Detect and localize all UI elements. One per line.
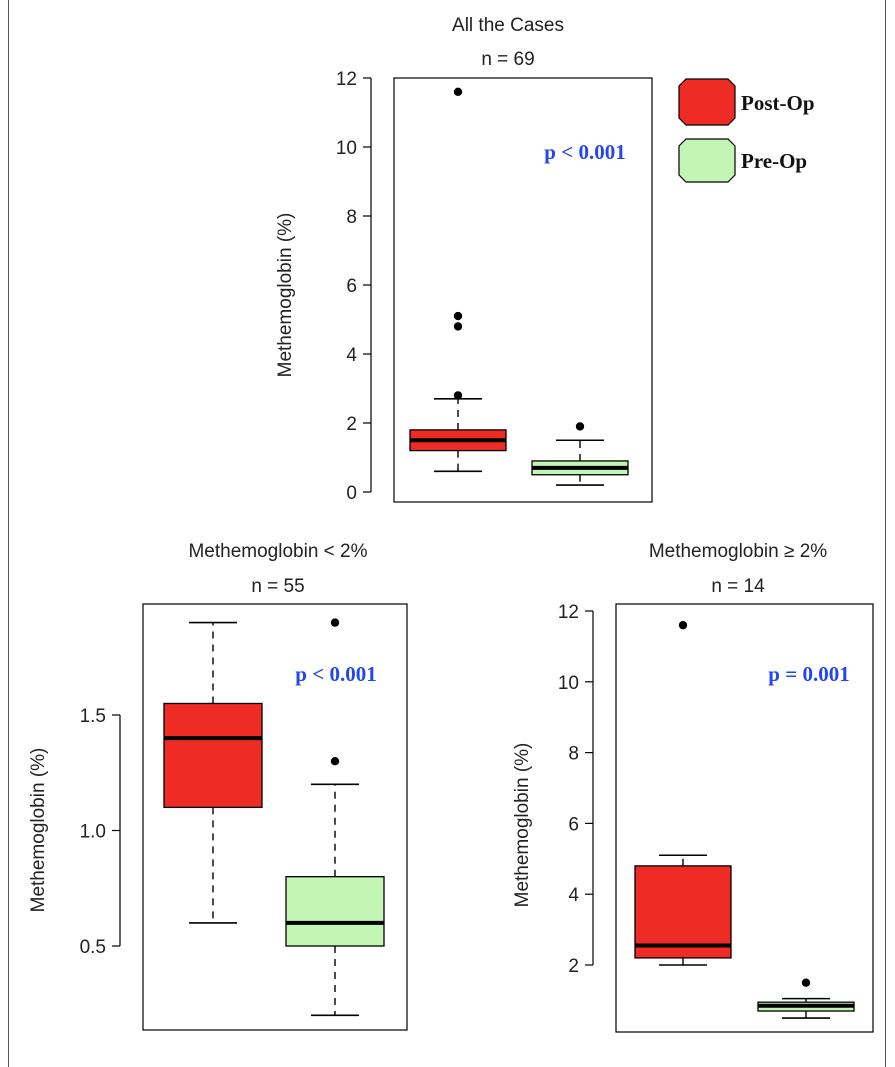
boxplot-post-op	[634, 620, 732, 966]
chart-subtitle: n = 69	[481, 49, 534, 70]
legend-label-post-op: Post-Op	[741, 91, 815, 115]
chart-title: Methemoglobin ≥ 2%	[649, 541, 827, 562]
p-value-annotation: p = 0.001	[768, 662, 849, 686]
y-axis-ticks: 0.5 1.0 1.5	[80, 706, 121, 958]
outlier-point	[453, 87, 463, 97]
boxplots	[409, 87, 629, 486]
y-axis-ticks: 0 2 4 6 8 10 12	[336, 69, 372, 504]
legend: Post-Op Pre-Op	[678, 78, 815, 183]
y-tick-label: 8	[568, 744, 579, 765]
y-tick-label: 0	[346, 483, 357, 504]
outlier-point	[330, 757, 340, 766]
outlier-point	[330, 618, 340, 627]
y-tick-label: 1.5	[80, 706, 106, 727]
y-tick-label: 4	[346, 345, 357, 366]
legend-swatch-post-op	[678, 78, 736, 126]
y-tick-label: 10	[558, 673, 579, 694]
boxplot-pre-op	[531, 422, 629, 486]
y-tick-label: 4	[568, 885, 579, 906]
y-axis-label: Methemoglobin (%)	[275, 213, 296, 378]
y-tick-label: 12	[558, 602, 579, 623]
iqr-box	[163, 702, 263, 809]
y-axis-label: Methemoglobin (%)	[28, 748, 49, 913]
iqr-box	[634, 865, 732, 959]
chart-title: Methemoglobin < 2%	[188, 541, 367, 562]
boxplot-pre-op	[285, 618, 385, 1017]
figure-frame	[8, 0, 886, 1067]
outlier-point	[678, 620, 688, 630]
y-tick-label: 12	[336, 69, 357, 90]
chart-title: All the Cases	[452, 15, 564, 36]
y-axis-ticks: 2 4 6 8 10 12	[558, 602, 594, 977]
boxplot-post-op	[163, 621, 263, 924]
plot-area-border	[142, 603, 408, 1031]
y-tick-label: 1.0	[80, 822, 106, 843]
y-tick-label: 10	[336, 138, 357, 159]
y-tick-label: 6	[346, 276, 357, 297]
panel-below-2-percent: Methemoglobin < 2% n = 55 Methemoglobin …	[28, 541, 408, 1031]
outlier-point	[801, 978, 811, 987]
outlier-point	[453, 311, 463, 321]
boxplot-pre-op	[757, 978, 855, 1019]
iqr-box	[285, 876, 385, 947]
outlier-point	[575, 422, 585, 431]
plot-area-border	[615, 603, 874, 1033]
y-tick-label: 6	[568, 814, 579, 835]
outlier-point	[453, 322, 463, 331]
legend-label-pre-op: Pre-Op	[741, 149, 807, 173]
y-tick-label: 2	[568, 956, 579, 977]
plot-area-border	[393, 77, 653, 503]
boxplot-post-op	[409, 87, 507, 473]
chart-subtitle: n = 14	[711, 576, 765, 597]
p-value-annotation: p < 0.001	[295, 662, 376, 686]
outlier-point	[453, 391, 463, 400]
chart-subtitle: n = 55	[251, 576, 304, 597]
y-tick-label: 8	[346, 207, 357, 228]
boxplots	[163, 618, 385, 1017]
panel-all-cases: All the Cases n = 69 Methemoglobin (%) p…	[275, 15, 653, 504]
y-tick-label: 2	[346, 414, 357, 435]
p-value-annotation: p < 0.001	[544, 140, 625, 164]
y-tick-label: 0.5	[80, 937, 106, 958]
boxplots	[634, 620, 855, 1019]
panel-at-least-2-percent: Methemoglobin ≥ 2% n = 14 Methemoglobin …	[512, 541, 874, 1033]
y-axis-label: Methemoglobin (%)	[512, 743, 533, 908]
legend-swatch-pre-op	[678, 138, 736, 183]
